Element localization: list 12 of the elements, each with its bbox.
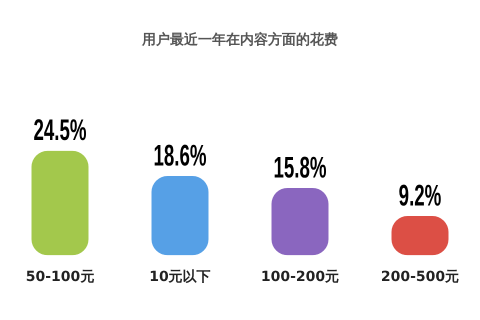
- data-label: 18.6%: [153, 138, 207, 173]
- data-label: 24.5%: [33, 114, 87, 148]
- x-tick-label: 10元以下: [149, 269, 211, 286]
- x-tick-label: 50-100元: [26, 269, 94, 286]
- bar: [272, 188, 328, 256]
- chart-title: 用户最近一年在内容方面的花费: [141, 31, 338, 48]
- data-label: 9.2%: [398, 178, 442, 213]
- bar: [32, 150, 88, 256]
- x-tick-label: 100-200元: [260, 269, 340, 286]
- bar: [152, 176, 208, 256]
- data-label: 15.8%: [273, 150, 327, 184]
- x-tick-label: 200-500元: [380, 269, 460, 286]
